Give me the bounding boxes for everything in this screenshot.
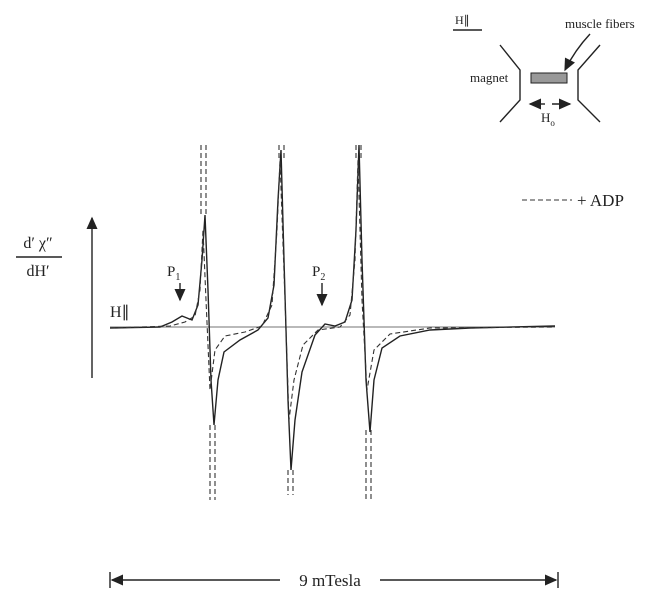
inset-title: H∥ [455,13,470,27]
orientation-label: H∥ [110,304,130,321]
axis-denominator: dH′ [26,263,49,280]
magnet-pole [499,44,521,123]
scale-label: 9 mTesla [299,571,361,590]
peak-label: P2 [312,264,325,283]
peak-label: P1 [167,264,180,283]
pointer-arrow [564,33,591,72]
field-label: Ho [541,110,555,128]
spectrum [109,144,556,471]
fiber-bundle [530,72,568,84]
magnet-pole [577,44,601,123]
axis-numerator: d′ χ″ [23,235,52,252]
legend-label: + ADP [577,191,624,210]
spectrum-adp [109,159,556,421]
magnet-label: magnet [470,70,509,85]
fiber-label: muscle fibers [565,16,635,31]
